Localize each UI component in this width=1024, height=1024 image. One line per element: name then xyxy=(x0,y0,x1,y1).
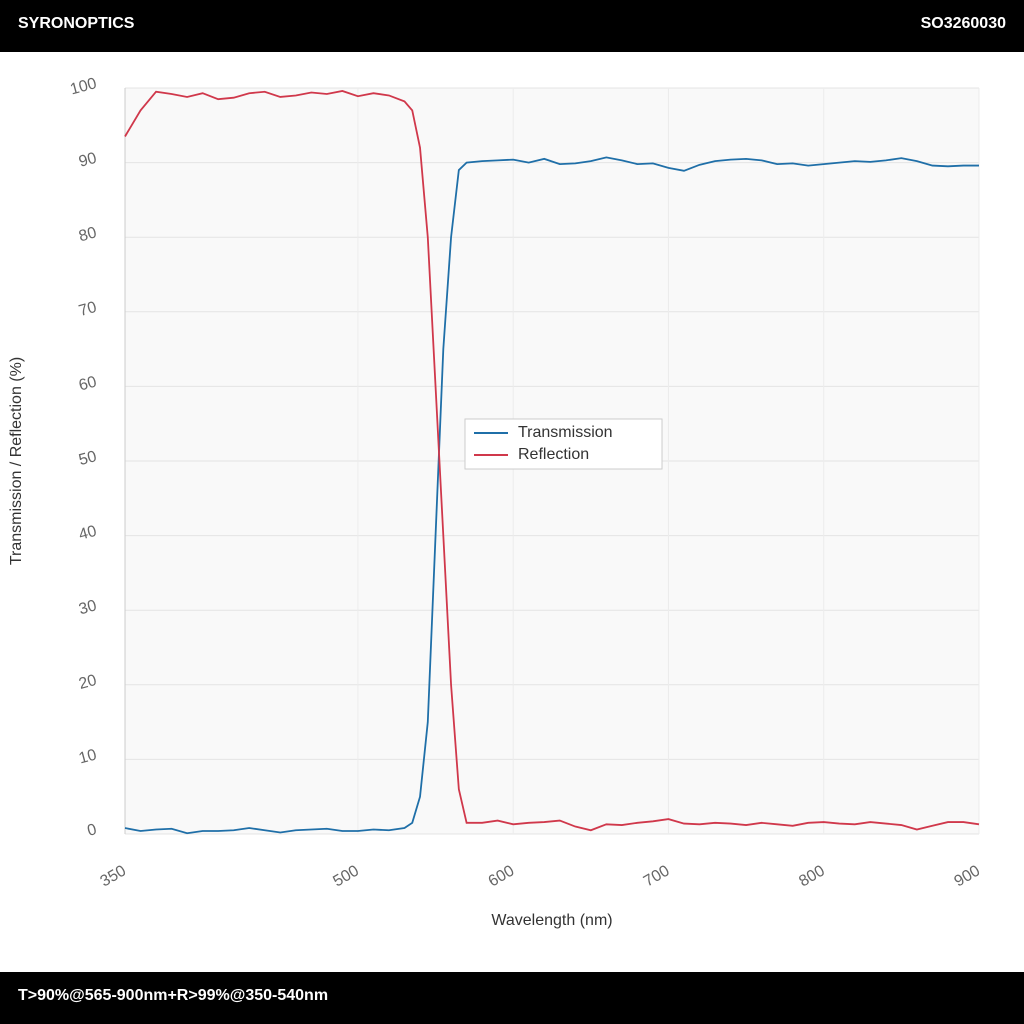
chart: Wavelength (nm) Transmission / Reflectio… xyxy=(8,75,983,929)
y-tick-label: 40 xyxy=(77,523,99,544)
series-line xyxy=(124,90,980,832)
legend-label: Reflection xyxy=(518,446,589,463)
y-axis-label: Transmission / Reflection (%) xyxy=(8,357,25,565)
x-tick-label: 900 xyxy=(951,862,983,890)
y-tick-label: 100 xyxy=(68,75,98,98)
legend-label: Transmission xyxy=(518,424,613,441)
y-tick-label: 50 xyxy=(77,448,99,469)
y-tick-label: 0 xyxy=(86,821,99,840)
x-tick-label: 700 xyxy=(641,862,673,890)
x-tick-label: 600 xyxy=(486,862,518,890)
footer: T>90%@565-900nm+R>99%@350-540nm xyxy=(0,972,1024,1024)
y-tick-label: 90 xyxy=(77,150,99,171)
y-tick-label: 10 xyxy=(77,746,99,767)
x-tick-label: 350 xyxy=(97,862,129,890)
header: SYRONOPTICS SO3260030 xyxy=(0,0,1024,52)
y-tick-label: 20 xyxy=(77,672,99,693)
series-line xyxy=(124,156,979,835)
y-tick-label: 60 xyxy=(77,373,99,394)
spec: T>90%@565-900nm+R>99%@350-540nm xyxy=(18,987,329,1004)
y-tick-label: 70 xyxy=(77,299,99,320)
y-tick-label: 30 xyxy=(77,597,99,618)
x-tick-label: 500 xyxy=(330,862,362,890)
x-axis-label: Wavelength (nm) xyxy=(491,912,612,929)
y-tick-label: 80 xyxy=(77,224,99,245)
brand: SYRONOPTICS xyxy=(18,15,135,32)
product-code: SO3260030 xyxy=(920,15,1006,32)
x-tick-label: 800 xyxy=(796,862,828,890)
legend xyxy=(464,418,663,470)
